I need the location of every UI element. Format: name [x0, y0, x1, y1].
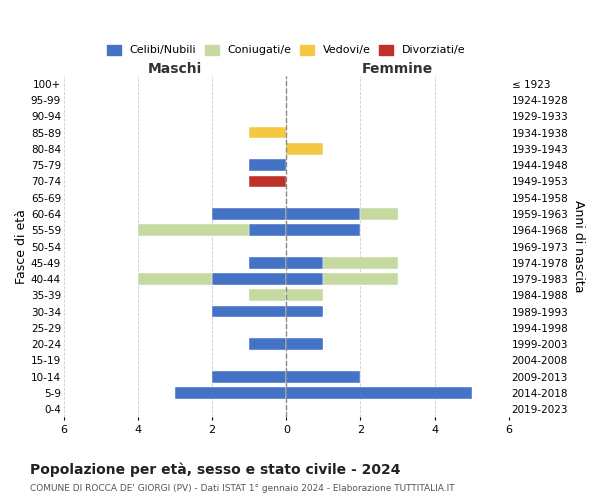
Legend: Celibi/Nubili, Coniugati/e, Vedovi/e, Divorziati/e: Celibi/Nubili, Coniugati/e, Vedovi/e, Di…	[103, 40, 470, 60]
Bar	[249, 290, 286, 301]
Bar	[286, 338, 323, 350]
Bar	[249, 338, 286, 350]
Text: Maschi: Maschi	[148, 62, 202, 76]
Bar	[212, 306, 286, 318]
Bar	[286, 224, 361, 236]
Bar	[286, 143, 323, 154]
Bar	[361, 208, 398, 220]
Bar	[286, 371, 361, 382]
Bar	[286, 387, 472, 399]
Bar	[323, 257, 398, 268]
Bar	[175, 387, 286, 399]
Bar	[286, 273, 323, 285]
Bar	[249, 126, 286, 138]
Bar	[212, 208, 286, 220]
Bar	[286, 306, 323, 318]
Bar	[249, 160, 286, 171]
Bar	[323, 273, 398, 285]
Y-axis label: Anni di nascita: Anni di nascita	[572, 200, 585, 293]
Text: Popolazione per età, sesso e stato civile - 2024: Popolazione per età, sesso e stato civil…	[30, 462, 401, 477]
Bar	[212, 273, 286, 285]
Y-axis label: Fasce di età: Fasce di età	[15, 209, 28, 284]
Bar	[249, 257, 286, 268]
Bar	[249, 224, 286, 236]
Bar	[249, 176, 286, 188]
Text: COMUNE DI ROCCA DE' GIORGI (PV) - Dati ISTAT 1° gennaio 2024 - Elaborazione TUTT: COMUNE DI ROCCA DE' GIORGI (PV) - Dati I…	[30, 484, 455, 493]
Bar	[286, 208, 361, 220]
Bar	[138, 273, 212, 285]
Bar	[286, 257, 323, 268]
Bar	[212, 371, 286, 382]
Bar	[286, 290, 323, 301]
Text: Femmine: Femmine	[362, 62, 433, 76]
Bar	[138, 224, 249, 236]
